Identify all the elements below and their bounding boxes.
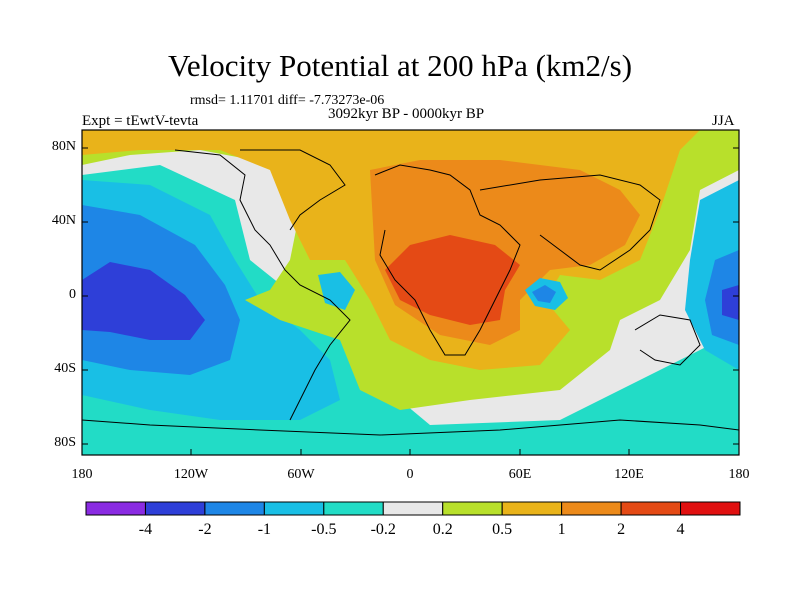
lon-label-180w: 180	[71, 467, 93, 482]
lon-label-120e: 120E	[614, 467, 644, 482]
lon-label-60w: 60W	[287, 467, 315, 482]
colorbar-label: 2	[617, 521, 626, 538]
colorbar-segment	[501, 501, 563, 516]
colorbar-segment	[620, 501, 682, 516]
colorbar-label: -2	[198, 521, 212, 538]
colorbar-segment	[382, 501, 444, 516]
colorbar-segment	[561, 501, 622, 516]
colorbar-segment	[204, 501, 265, 516]
lat-label-40n: 40N	[51, 213, 76, 228]
map-title: Velocity Potential at 200 hPa (km2/s)	[167, 48, 633, 83]
lon-label-120w: 120W	[173, 467, 209, 482]
season-label: JJA	[712, 113, 735, 129]
colorbar-segment	[442, 501, 503, 516]
colorbar-segment	[85, 501, 146, 516]
lat-label-80n: 80N	[51, 139, 76, 154]
colorbar-label: -0.2	[370, 521, 396, 538]
experiment-label: Expt = tEwtV-tevta	[82, 113, 199, 129]
period-subtitle: 3092kyr BP - 0000kyr BP	[327, 106, 485, 122]
lat-label-80s: 80S	[54, 435, 76, 450]
lat-label-40s: 40S	[54, 361, 76, 376]
coastlines	[82, 149, 739, 436]
colorbar-label: -4	[138, 521, 153, 538]
lon-label-180e: 180	[728, 467, 750, 482]
colorbar-segment	[144, 501, 206, 516]
colorbar-label: 0.2	[432, 521, 453, 538]
colorbar-segment	[680, 501, 741, 516]
colorbar-segment	[263, 501, 325, 516]
contour-fill-layer	[82, 130, 739, 455]
colorbar-label: 4	[676, 521, 685, 538]
colorbar-label: -1	[257, 521, 272, 538]
lon-label-0: 0	[406, 467, 414, 482]
rmsd-diff-text: rmsd= 1.11701 diff= -7.73273e-06	[190, 93, 385, 108]
lon-label-60e: 60E	[508, 467, 532, 482]
colorbar-label: 1	[557, 521, 566, 538]
colorbar-label: -0.5	[311, 521, 337, 538]
tick-marks	[82, 147, 739, 455]
colorbar-segment	[323, 501, 384, 516]
lat-label-eq: 0	[69, 287, 76, 302]
colorbar-label: 0.5	[492, 521, 513, 538]
